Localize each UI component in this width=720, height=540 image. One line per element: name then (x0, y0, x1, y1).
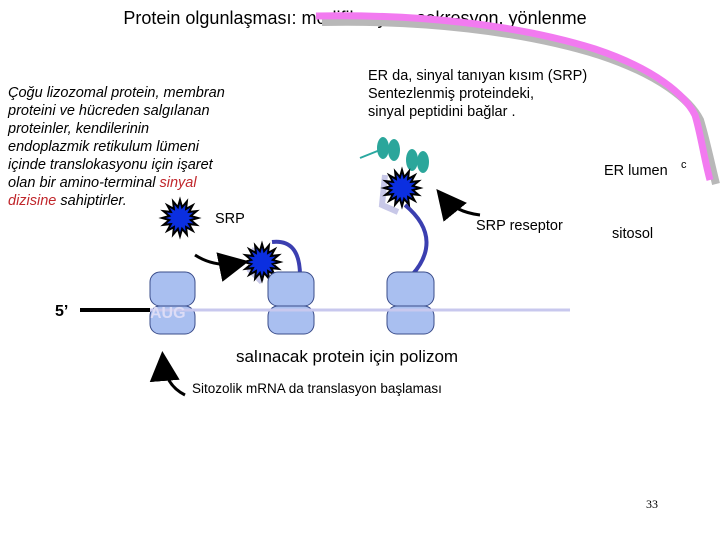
cytosol-label: sitosol (612, 226, 653, 242)
arrow (436, 189, 481, 222)
intro-line: içinde translokasyonu için işaret (8, 157, 214, 173)
ribosome-small (149, 305, 196, 335)
five-prime-label: 5’ (55, 303, 68, 320)
receptor-stalk (359, 149, 381, 159)
er-note: ER da, sinyal tanıyan kısım (SRP) Sentez… (368, 68, 587, 120)
er-note-line: ER da, sinyal tanıyan kısım (SRP) (368, 68, 587, 84)
er-membrane (315, 12, 714, 181)
er-note-line: sinyal peptidini bağlar . (368, 104, 516, 120)
srp-receptor-icon (377, 137, 429, 173)
intro-line: Çoğu lizozomal protein, membran (8, 85, 225, 101)
page-number: 33 (646, 497, 658, 511)
polysome-label: salınacak protein için polizom (236, 347, 458, 366)
nascent-chain (403, 203, 429, 277)
srp-icon (161, 199, 199, 237)
srp-receptor-label: SRP reseptor (476, 218, 563, 234)
signal-term: sinyal (160, 175, 198, 191)
ribosome-large (267, 271, 315, 307)
intro-line: olan bir amino-terminal sinyal (8, 175, 197, 191)
srp-shadow (378, 174, 400, 215)
er-note-line: Sentezlenmiş proteindeki, (368, 86, 534, 102)
ribosome-small (267, 305, 315, 335)
signal-term: dizisine (8, 193, 56, 209)
nascent-chain (271, 239, 302, 277)
srp-icon (383, 169, 421, 207)
start-codon: AUG (150, 305, 186, 322)
ribosome-large (386, 271, 435, 307)
intro-text: sahiptirler. (60, 193, 126, 209)
membrane-shadow (321, 17, 720, 185)
intro: Çoğu lizozomal protein, membran proteini… (7, 85, 225, 209)
intro-text: olan bir amino-terminal (8, 175, 156, 191)
intro-line: proteini ve hücreden salgılanan (7, 103, 210, 119)
intro-line: endoplazmik retikulum lümeni (8, 139, 200, 155)
ribosome-small (386, 305, 435, 335)
intro-line: proteinler, kendilerinin (7, 121, 149, 137)
initiation-label: Sitozolik mRNA da translasyon başlaması (192, 381, 442, 396)
er-lumen-mark: c (681, 159, 687, 171)
srp-label: SRP (215, 211, 245, 227)
arrow (194, 252, 249, 282)
ribosome-large (149, 271, 196, 307)
arrow (149, 351, 186, 397)
er-lumen-label: ER lumen (604, 163, 668, 179)
intro-line: dizisine sahiptirler. (8, 193, 127, 209)
